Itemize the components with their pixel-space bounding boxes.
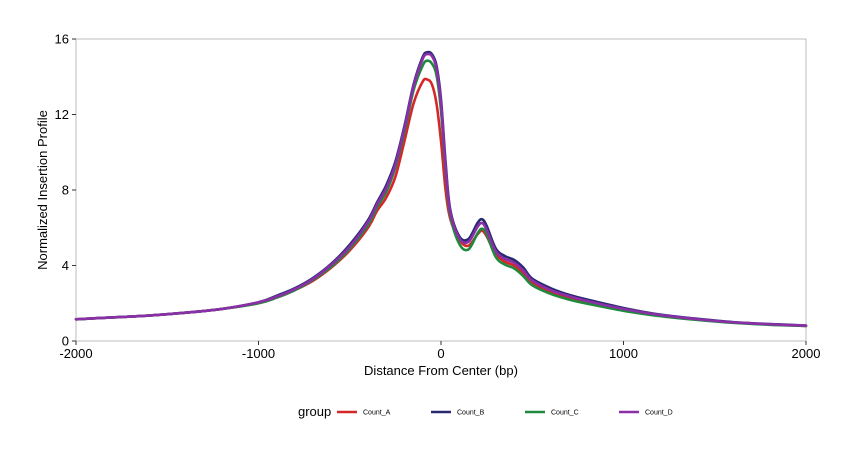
x-tick-label: 0	[437, 346, 444, 361]
legend-label-count-a: Count_A	[363, 410, 391, 417]
y-axis: 0 4 8 12 16	[55, 32, 76, 349]
y-tick-label: 16	[55, 32, 69, 47]
x-axis-title: Distance From Center (bp)	[364, 363, 518, 378]
x-tick-label: -2000	[59, 346, 92, 361]
legend-label-count-c: Count_C	[551, 410, 579, 417]
legend-label-count-b: Count_B	[457, 410, 485, 417]
plot-panel	[75, 38, 807, 342]
y-tick-label: 0	[62, 334, 69, 349]
x-axis: -2000 -1000 0 1000 2000	[59, 341, 820, 361]
y-tick-label: 12	[55, 107, 69, 122]
y-tick-label: 4	[62, 258, 69, 273]
series-line-count-d	[74, 52, 808, 328]
series-layer	[74, 50, 808, 328]
x-tick-label: 2000	[792, 346, 821, 361]
legend-title: group	[298, 404, 331, 419]
x-tick-label: -1000	[242, 346, 275, 361]
x-tick-label: 1000	[609, 346, 638, 361]
y-tick-label: 8	[62, 183, 69, 198]
legend-label-count-d: Count_D	[645, 410, 673, 417]
y-axis-title: Normalized Insertion Profile	[35, 110, 50, 270]
legend: group Count_A Count_B Count_C Count_D	[298, 404, 673, 419]
